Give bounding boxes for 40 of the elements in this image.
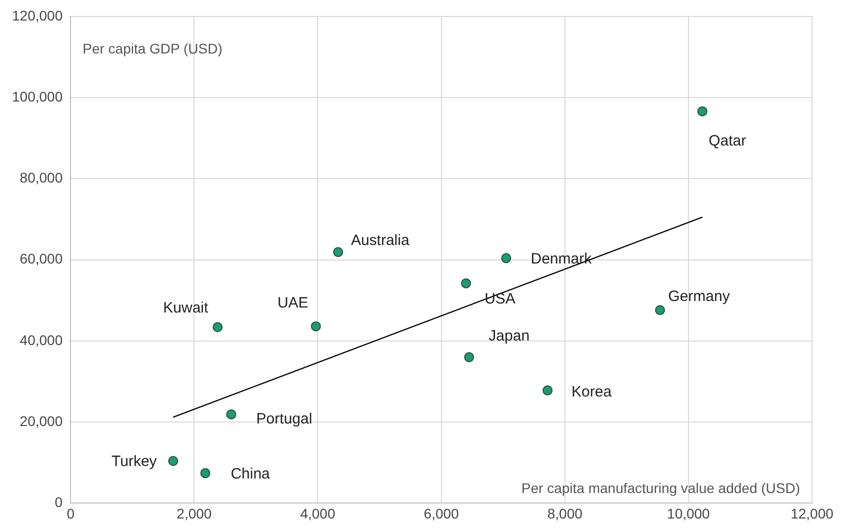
point: [501, 253, 512, 264]
point: [226, 409, 236, 420]
annotation: Australia: [350, 232, 410, 250]
annotation: Turkey: [112, 453, 158, 470]
annotation: Japan: [488, 327, 530, 344]
x-tick-label: 12,000: [790, 505, 834, 522]
x-tick-label: 2,000: [176, 505, 212, 522]
point: [461, 278, 472, 288]
point: [542, 385, 553, 396]
y-tick-label: 80,000: [20, 170, 63, 186]
point: [310, 321, 321, 332]
annotation: USA: [484, 290, 516, 308]
y-tick-label: 0: [54, 494, 63, 510]
x-tick-label: 10,000: [667, 505, 710, 522]
y-tick-label: 20,000: [20, 412, 63, 429]
annotation: Qatar: [708, 132, 746, 150]
x-tick-label: 8,000: [547, 505, 583, 522]
annotation: Germany: [668, 288, 730, 306]
x-tick-label: 0: [66, 505, 75, 522]
x-tick-label: 4,000: [300, 505, 336, 522]
point: [464, 352, 474, 362]
point: [168, 456, 178, 466]
x-axis-title: Per capita manufacturing value added (USD): [521, 480, 800, 496]
annotation: China: [230, 465, 271, 482]
annotation: Korea: [572, 384, 612, 401]
annotation: Portugal: [256, 410, 312, 428]
annotation: Denmark: [530, 250, 592, 268]
y-tick-label: 120,000: [12, 7, 63, 24]
point: [655, 305, 666, 316]
point: [697, 106, 708, 116]
point: [212, 322, 223, 332]
annotation: UAE: [277, 294, 308, 312]
y-tick-label: 60,000: [20, 250, 63, 267]
y-tick-label: 40,000: [20, 332, 63, 348]
y-axis-title: Per capita GDP (USD): [82, 40, 222, 56]
point: [200, 468, 210, 478]
x-tick-label: 6,000: [424, 505, 460, 522]
point: [333, 247, 344, 258]
annotation: Kuwait: [163, 299, 209, 316]
y-tick-label: 100,000: [12, 88, 63, 104]
